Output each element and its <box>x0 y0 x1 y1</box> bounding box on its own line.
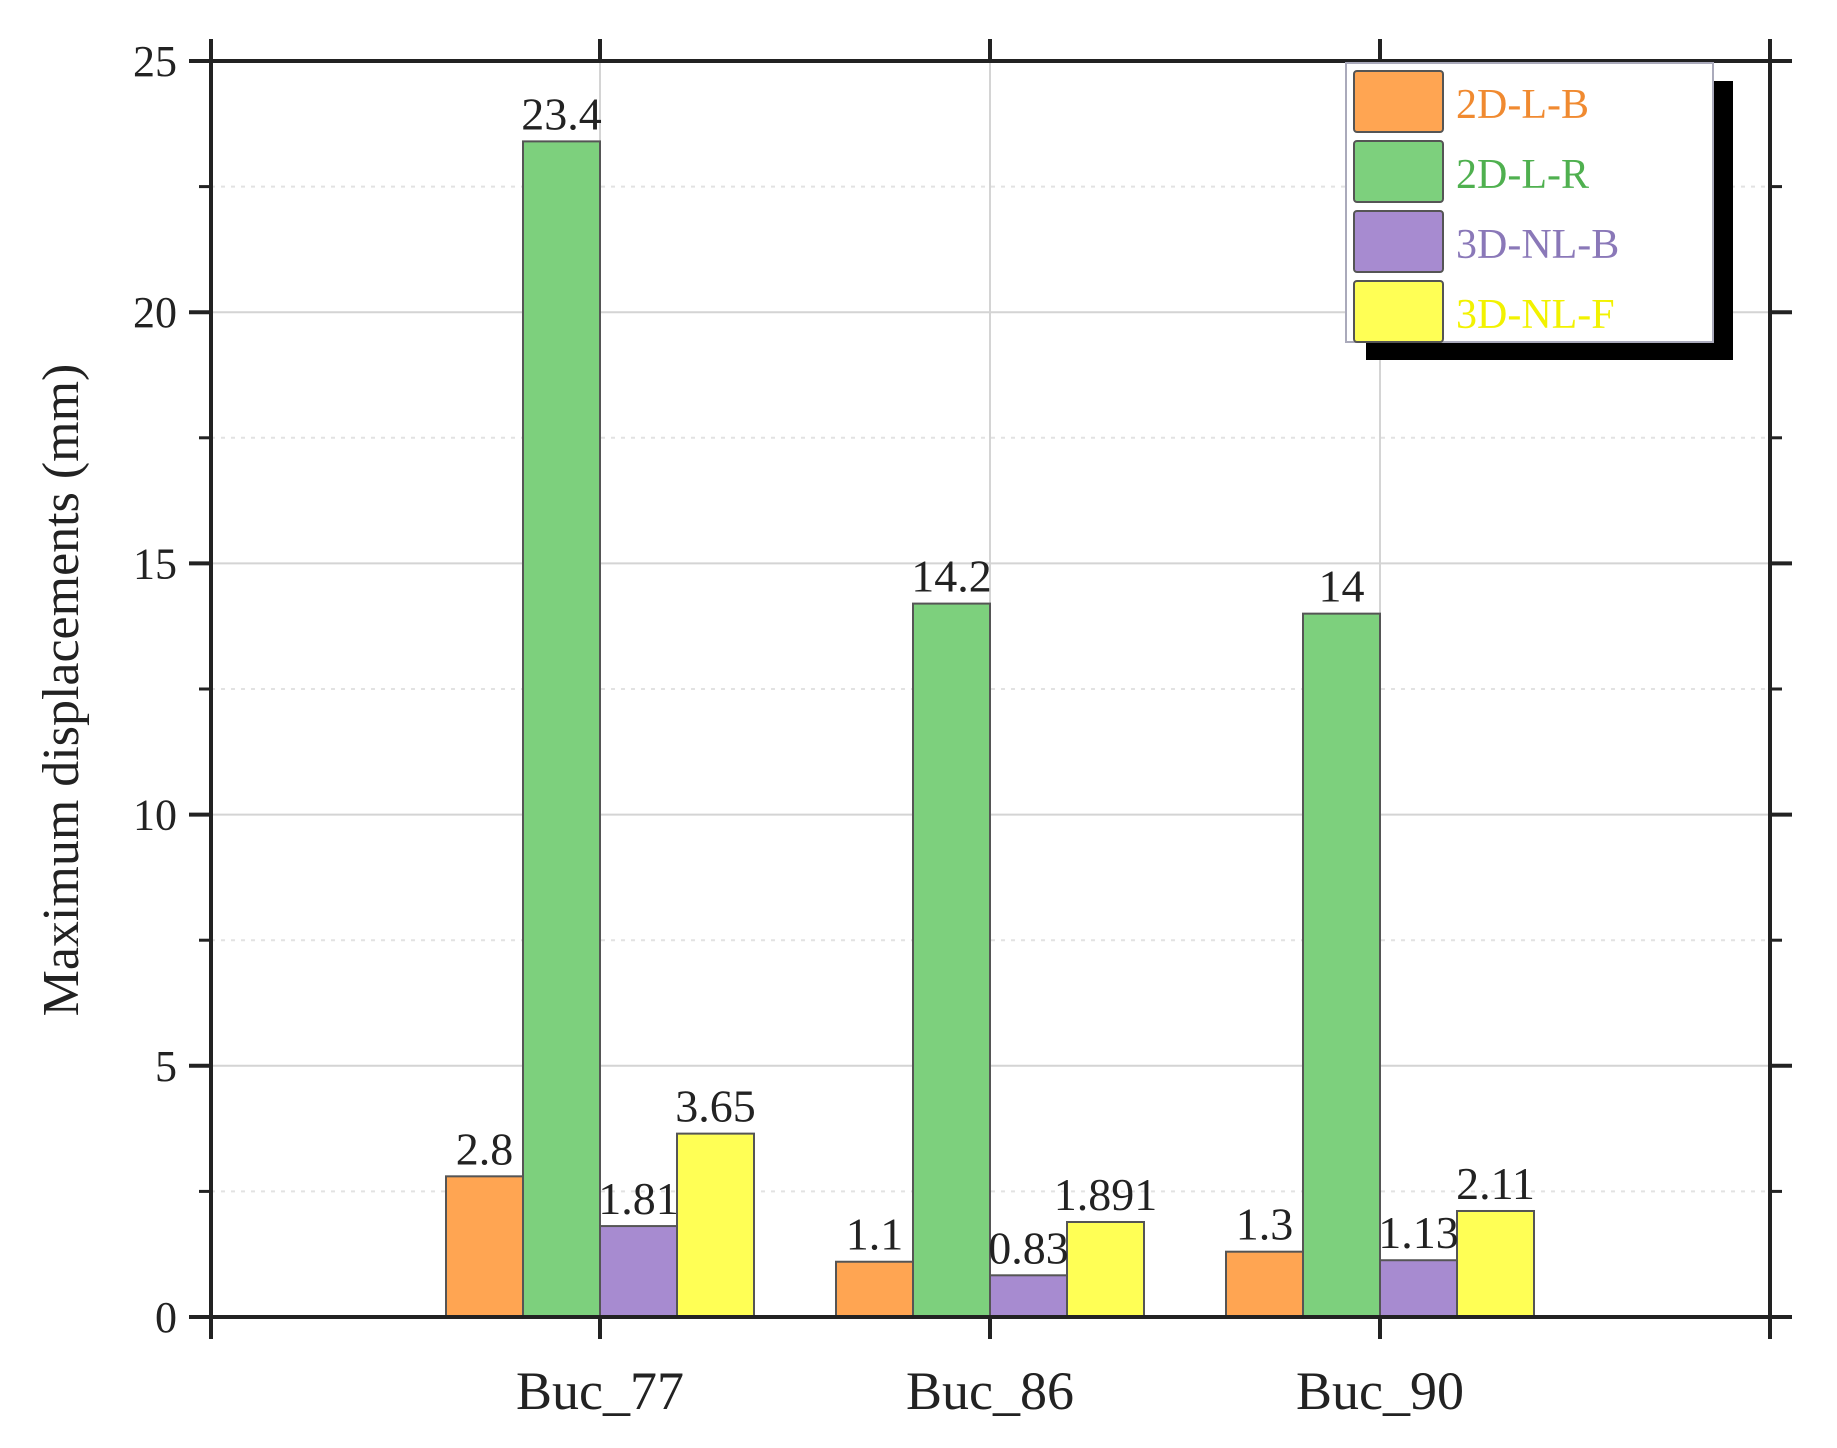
legend-swatch <box>1353 280 1444 343</box>
y-tick-label: 10 <box>133 791 177 840</box>
bar-3D-NL-B-Buc_86 <box>989 1274 1068 1318</box>
value-label: 1.891 <box>1054 1169 1158 1220</box>
bars-layer <box>445 140 1535 1319</box>
legend-label: 3D-NL-B <box>1456 222 1619 268</box>
bar-3D-NL-F-Buc_86 <box>1066 1220 1145 1319</box>
legend: 2D-L-B 2D-L-R 3D-NL-B 3D-NL-F <box>1345 62 1733 360</box>
value-label: 1.1 <box>846 1209 904 1260</box>
bar-2D-L-B-Buc_77 <box>445 1175 524 1318</box>
value-labels: 2.8 1.1 1.3 23.4 14.2 14 1.81 0.83 1.13 3.65 1.891… <box>456 88 1535 1273</box>
axes: 0 5 10 15 20 25 Buc_77 Buc_86 Buc_90 <box>133 37 1792 1421</box>
value-label: 1.3 <box>1236 1199 1294 1250</box>
value-label: 23.4 <box>521 88 602 139</box>
bar-2D-L-B-Buc_86 <box>835 1260 914 1318</box>
value-label: 1.13 <box>1378 1207 1459 1258</box>
bar-2D-L-R-Buc_90 <box>1302 612 1381 1318</box>
legend-swatch <box>1353 210 1444 273</box>
value-label: 2.8 <box>456 1123 514 1174</box>
x-category-label: Buc_86 <box>906 1361 1074 1421</box>
bar-3D-NL-F-Buc_77 <box>676 1132 755 1319</box>
bar-2D-L-R-Buc_86 <box>912 602 991 1318</box>
value-label: 3.65 <box>675 1081 756 1132</box>
bar-3D-NL-B-Buc_90 <box>1379 1259 1458 1318</box>
legend-label: 2D-L-B <box>1456 82 1589 128</box>
bar-3D-NL-B-Buc_77 <box>599 1225 678 1318</box>
y-tick-label: 5 <box>155 1042 177 1091</box>
legend-swatch <box>1353 140 1444 203</box>
value-label: 0.83 <box>988 1222 1069 1273</box>
legend-swatch <box>1353 70 1444 133</box>
y-tick-label: 25 <box>133 37 177 86</box>
legend-label: 2D-L-R <box>1456 152 1589 198</box>
x-category-label: Buc_90 <box>1296 1361 1464 1421</box>
x-category-label: Buc_77 <box>516 1361 684 1421</box>
y-tick-label: 15 <box>133 539 177 588</box>
y-tick-label: 20 <box>133 288 177 337</box>
value-label: 14.2 <box>911 551 992 602</box>
y-tick-label: 0 <box>155 1293 177 1342</box>
y-axis-title: Maximum displacements (mm) <box>33 364 90 1017</box>
value-label: 1.81 <box>598 1173 679 1224</box>
bar-2D-L-B-Buc_90 <box>1225 1250 1304 1318</box>
value-label: 2.11 <box>1456 1158 1535 1209</box>
bar-3D-NL-F-Buc_90 <box>1456 1209 1535 1319</box>
value-label: 14 <box>1319 561 1365 612</box>
legend-label: 3D-NL-F <box>1456 292 1615 338</box>
bar-2D-L-R-Buc_77 <box>522 140 601 1318</box>
